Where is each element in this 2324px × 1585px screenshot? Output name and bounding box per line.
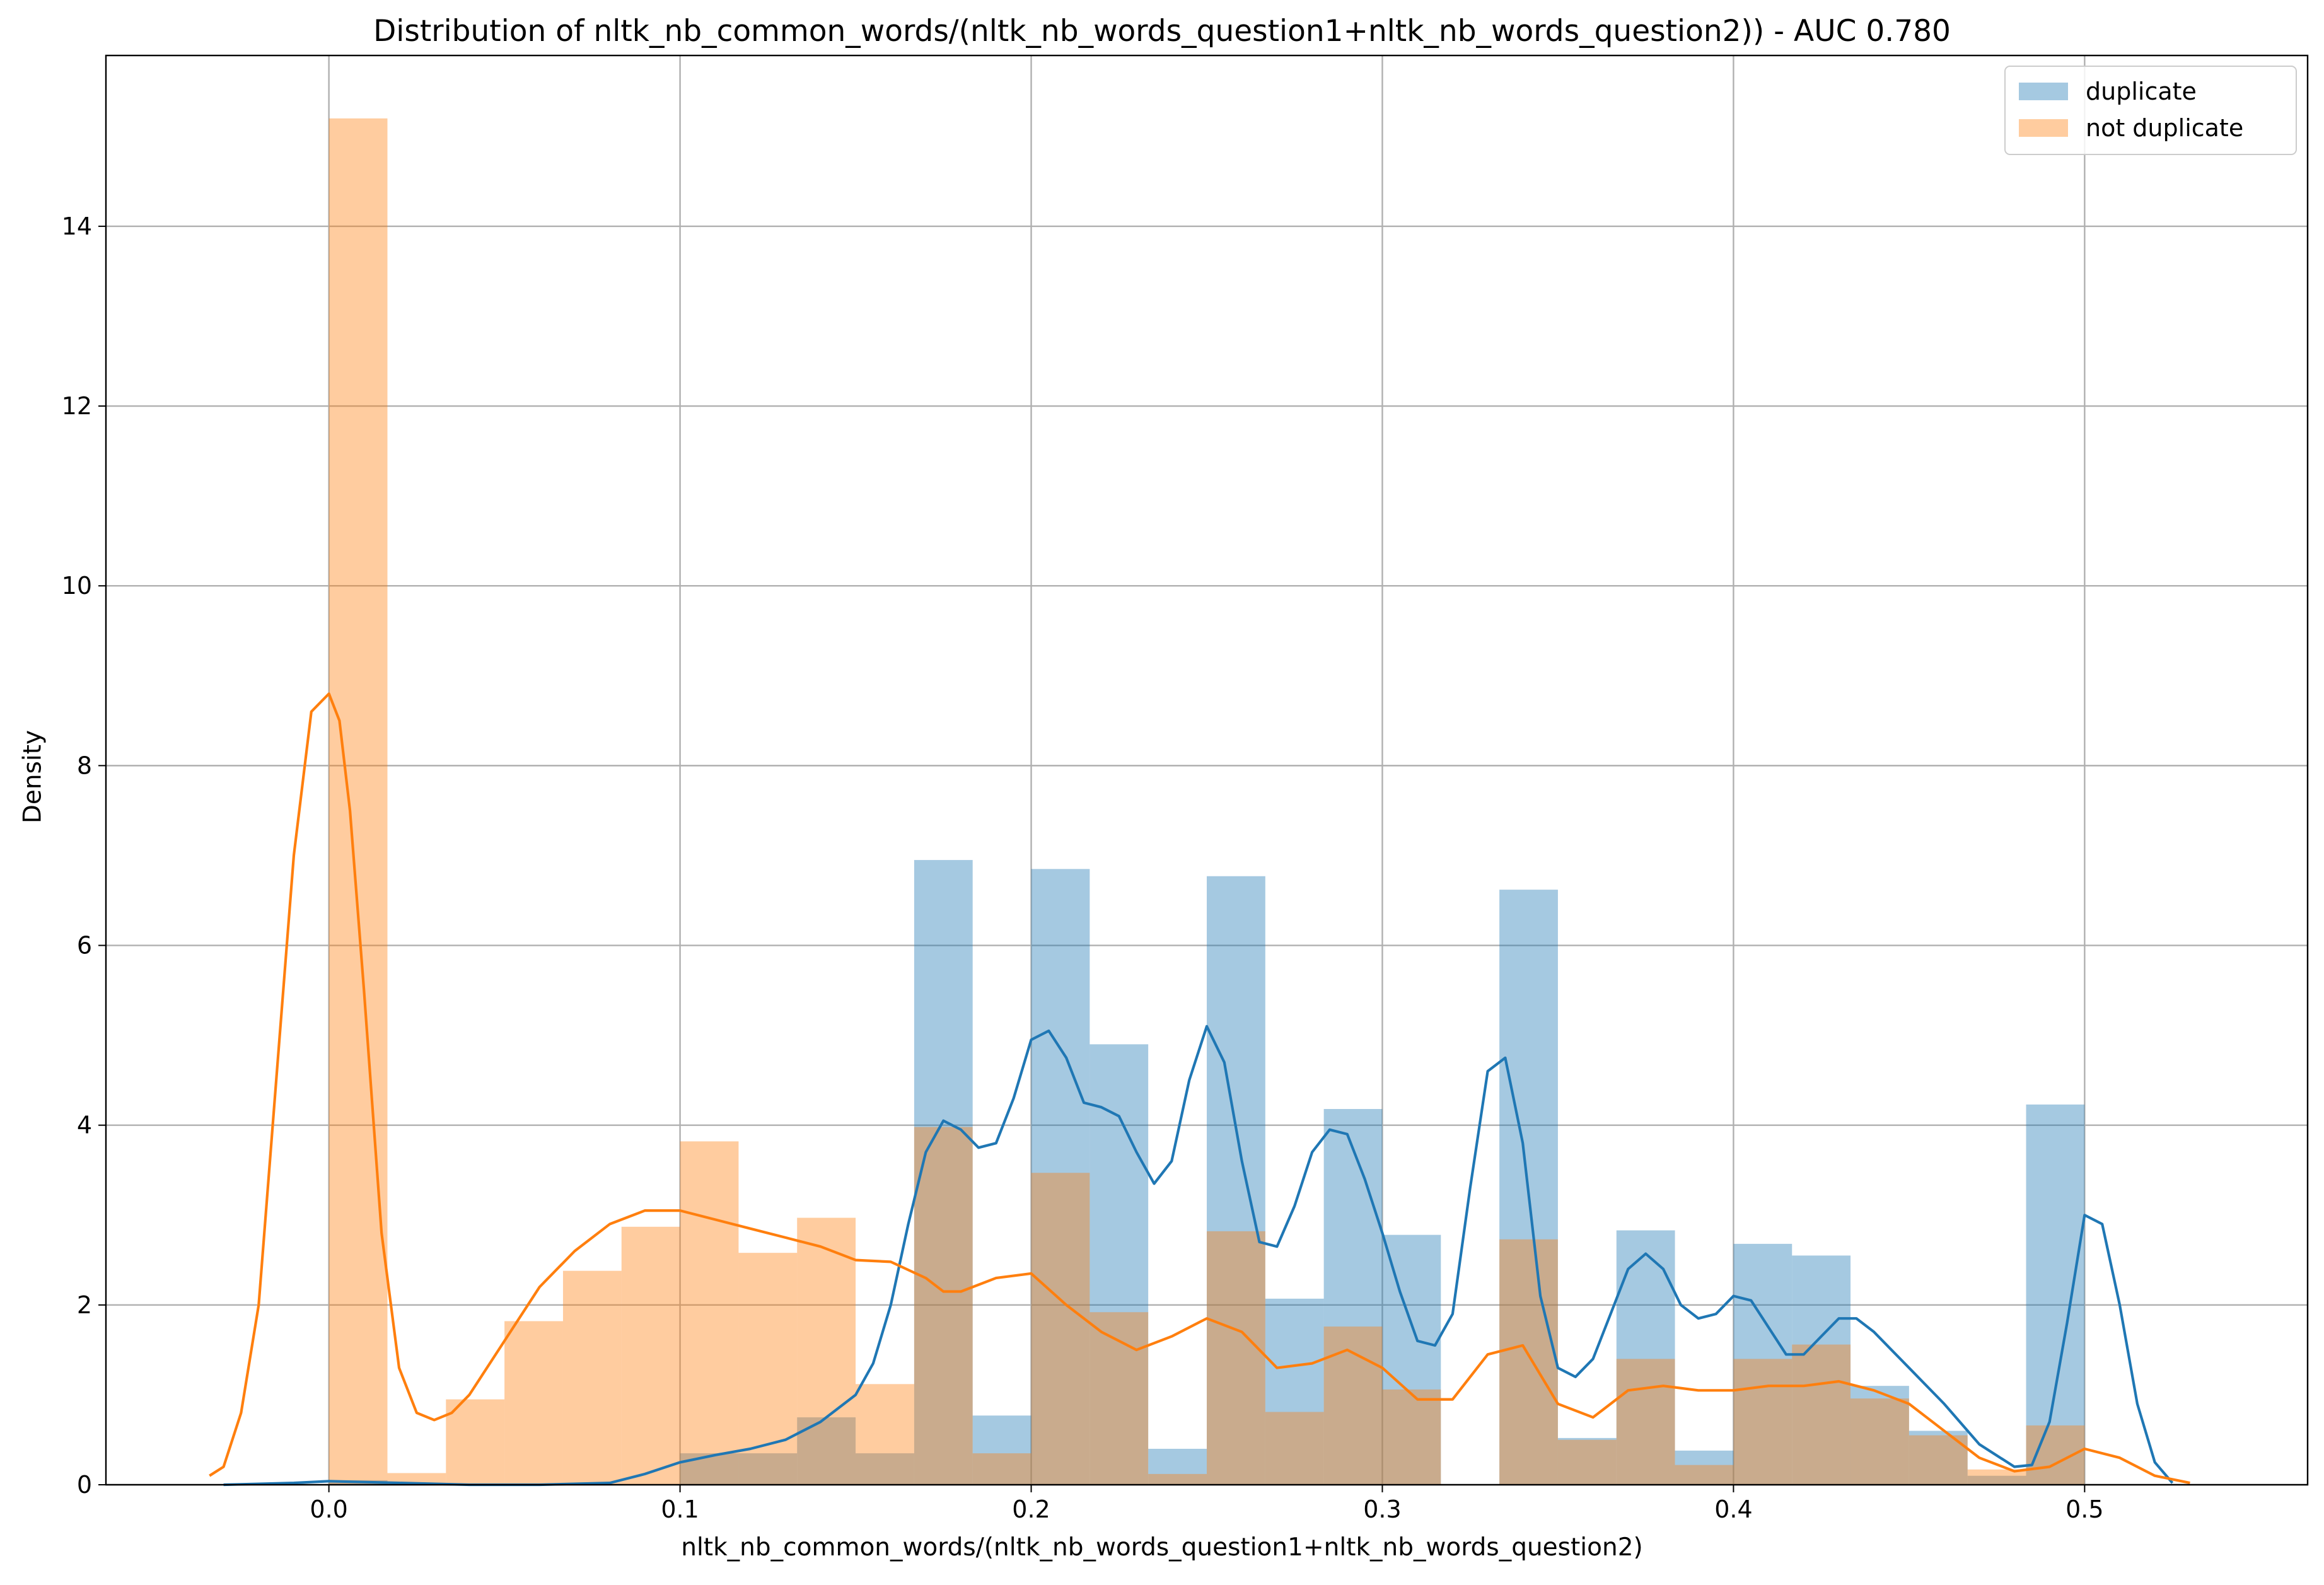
not-duplicate-histogram-bar — [1382, 1389, 1441, 1485]
legend-label: not duplicate — [2086, 114, 2243, 142]
duplicate-histogram — [328, 860, 2085, 1485]
axes — [105, 54, 2309, 1486]
x-axis-label: nltk_nb_common_words/(nltk_nb_words_ques… — [681, 1533, 1643, 1562]
not-duplicate-histogram-bar — [1557, 1439, 1617, 1485]
x-tick-label: 0.1 — [661, 1495, 699, 1523]
not-duplicate-histogram-bar — [856, 1384, 914, 1485]
tick-labels: 0.0 0.1 0.2 0.3 0.4 0.5 0 2 4 6 8 10 12 14 — [62, 212, 2104, 1523]
not-duplicate-histogram-bar — [1616, 1359, 1675, 1485]
x-tick-label: 0.0 — [310, 1495, 347, 1523]
duplicate-histogram-bar — [914, 860, 973, 1485]
duplicate-histogram-bar — [1323, 1109, 1383, 1485]
not-duplicate-histogram-bar — [328, 118, 388, 1485]
not-duplicate-histogram-bar — [621, 1226, 680, 1485]
not-duplicate-histogram-bar — [1265, 1412, 1324, 1485]
not-duplicate-histogram-bar — [1733, 1359, 1792, 1485]
duplicate-histogram-bar — [1207, 876, 1265, 1485]
not-duplicate-histogram-bar — [504, 1321, 563, 1485]
not-duplicate-histogram-bar — [1323, 1327, 1383, 1485]
not-duplicate-histogram-bar — [446, 1399, 505, 1485]
not-duplicate-kde-line — [209, 692, 2190, 1485]
legend-swatch — [2019, 119, 2068, 137]
x-tick-label: 0.2 — [1012, 1495, 1050, 1523]
duplicate-histogram-bar — [1733, 1243, 1792, 1485]
y-tick-label: 14 — [62, 212, 92, 240]
duplicate-histogram-bar — [2026, 1104, 2085, 1485]
not-duplicate-histogram-bar — [914, 1127, 973, 1485]
y-tick-label: 4 — [77, 1112, 92, 1139]
y-tick-label: 12 — [62, 392, 92, 420]
duplicate-histogram-bar — [972, 1415, 1031, 1485]
y-tick-label: 6 — [77, 932, 92, 960]
duplicate-histogram-bar — [738, 1453, 798, 1485]
not-duplicate-histogram-bar — [1792, 1344, 1851, 1485]
y-tick-label: 0 — [77, 1471, 92, 1499]
not-duplicate-histogram-bar — [1675, 1465, 1734, 1485]
x-tick-label: 0.3 — [1363, 1495, 1401, 1523]
not-duplicate-histogram-bar — [1148, 1473, 1207, 1485]
y-tick-label: 10 — [62, 572, 92, 600]
not-duplicate-histogram-bar — [1207, 1231, 1265, 1485]
duplicate-histogram-bar — [1148, 1448, 1207, 1485]
y-tick-label: 8 — [77, 752, 92, 779]
not-duplicate-histogram-bar — [972, 1453, 1031, 1485]
duplicate-kde-line — [223, 1025, 2174, 1487]
not-duplicate-histogram-bar — [1089, 1312, 1149, 1485]
duplicate-histogram-bar — [680, 1453, 739, 1485]
legend: duplicate not duplicate — [2004, 66, 2297, 155]
duplicate-histogram-bar — [1850, 1386, 1909, 1485]
duplicate-histogram-bar — [856, 1453, 914, 1485]
duplicate-histogram-bar — [1967, 1475, 2026, 1485]
plot-frame — [105, 54, 2309, 1486]
duplicate-histogram-bar — [1031, 869, 1090, 1485]
kde-curves — [209, 692, 2190, 1487]
not-duplicate-histogram-bar — [797, 1217, 856, 1485]
not-duplicate-histogram-bar — [1909, 1435, 1968, 1485]
not-duplicate-histogram — [328, 118, 2085, 1485]
not-duplicate-histogram-bar — [1499, 1239, 1558, 1485]
legend-box — [2004, 66, 2297, 155]
legend-label: duplicate — [2086, 78, 2197, 105]
not-duplicate-histogram-bar — [680, 1141, 739, 1485]
duplicate-histogram-bar — [1557, 1437, 1617, 1485]
x-tick-label: 0.5 — [2065, 1495, 2103, 1523]
not-duplicate-histogram-bar — [738, 1253, 798, 1485]
duplicate-histogram-bar — [1382, 1234, 1441, 1485]
duplicate-histogram-bar — [1265, 1298, 1324, 1485]
not-duplicate-histogram-bar — [562, 1270, 622, 1485]
not-duplicate-histogram-bar — [1031, 1173, 1090, 1485]
legend-swatch — [2019, 83, 2068, 100]
chart-title: Distribution of nltk_nb_common_words/(nl… — [373, 14, 1951, 49]
y-tick-label: 2 — [77, 1291, 92, 1319]
duplicate-histogram-bar — [1675, 1450, 1734, 1485]
x-tick-label: 0.4 — [1714, 1495, 1752, 1523]
not-duplicate-histogram-bar — [1850, 1398, 1909, 1485]
duplicate-histogram-bar — [1792, 1255, 1851, 1485]
